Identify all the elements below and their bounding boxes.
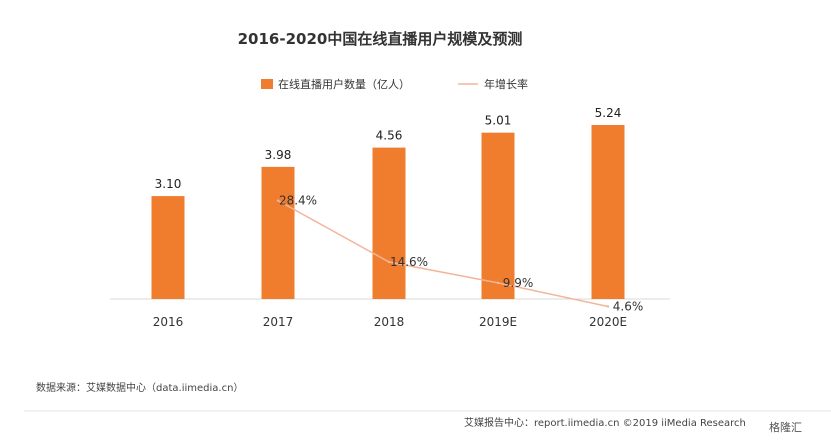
bar-value-label-2017: 3.98 xyxy=(265,148,292,162)
x-tick-2019E: 2019E xyxy=(479,315,517,329)
rate-point-2020E xyxy=(606,305,610,308)
bar-2016 xyxy=(151,196,185,299)
rate-label-2019E: 9.9% xyxy=(503,276,534,290)
source-note: 数据来源：艾媒数据中心（data.iimedia.cn） xyxy=(36,381,243,394)
rate-value-labels: 28.4% 14.6% 9.9% 4.6% xyxy=(279,194,643,314)
x-tick-2020E: 2020E xyxy=(589,315,627,329)
rate-point-2017 xyxy=(276,199,280,202)
rate-label-2020E: 4.6% xyxy=(613,300,644,314)
legend-bar-label: 在线直播用户数量（亿人） xyxy=(278,77,410,91)
bar-series xyxy=(151,125,625,299)
rate-point-2019E xyxy=(496,281,500,285)
legend: 在线直播用户数量（亿人） 年增长率 xyxy=(261,77,528,91)
legend-bar-swatch xyxy=(261,79,273,89)
rate-label-2018: 14.6% xyxy=(390,255,428,269)
bar-value-labels: 3.10 3.98 4.56 5.01 5.24 xyxy=(155,106,622,191)
x-tick-labels: 2016 2017 2018 2019E 2020E xyxy=(153,315,627,329)
bar-value-label-2019E: 5.01 xyxy=(485,114,512,128)
x-tick-2018: 2018 xyxy=(374,315,405,329)
watermark-text: 格隆汇 xyxy=(769,420,802,434)
rate-point-2018 xyxy=(387,260,391,264)
bar-2020E xyxy=(591,125,625,299)
bar-2018 xyxy=(372,147,406,299)
bar-value-label-2018: 4.56 xyxy=(376,129,403,143)
footer-text: 艾媒报告中心：report.iimedia.cn ©2019 iiMedia R… xyxy=(464,416,746,429)
x-tick-2017: 2017 xyxy=(263,315,294,329)
bar-value-label-2020E: 5.24 xyxy=(595,106,622,120)
bar-value-label-2016: 3.10 xyxy=(155,177,182,191)
rate-line xyxy=(277,199,609,308)
rate-line-series xyxy=(276,199,610,308)
chart-title: 2016-2020中国在线直播用户规模及预测 xyxy=(238,30,523,48)
rate-label-2017: 28.4% xyxy=(279,194,317,208)
x-tick-2016: 2016 xyxy=(153,315,184,329)
bar-2019E xyxy=(481,132,515,299)
bar-2017 xyxy=(261,166,295,299)
legend-line-label: 年增长率 xyxy=(484,77,528,91)
